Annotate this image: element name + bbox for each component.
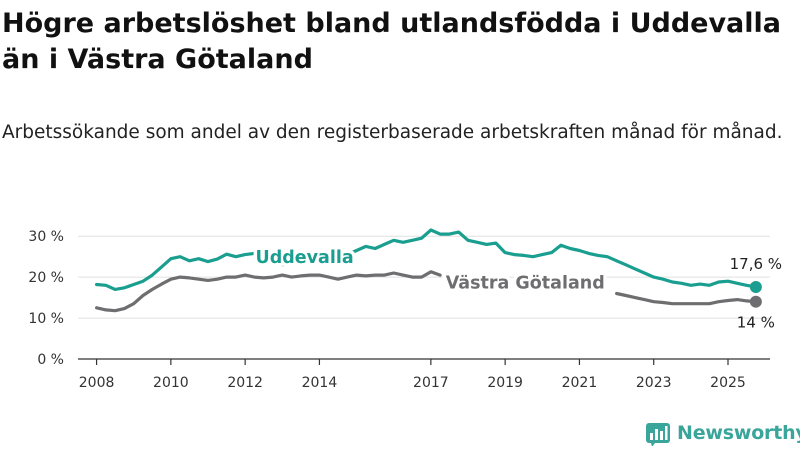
series-end-label: 14 % (737, 314, 775, 332)
x-tick-label: 2025 (710, 375, 746, 391)
x-tick-label: 2019 (487, 375, 523, 391)
series-line (95, 270, 442, 313)
y-tick-label: 20 % (28, 270, 64, 286)
x-tick-label: 2010 (153, 375, 189, 391)
series-end-point (749, 295, 762, 308)
axes: 0 % 10 % 20 % 30 % 2008 2010 2012 2014 2017 2019 2… (28, 229, 770, 391)
y-tick-label: 0 % (37, 352, 64, 368)
series-name-label-halo: Västra Götaland (446, 274, 605, 294)
chart-subtitle: Arbetssökande som andel av den registerb… (2, 122, 783, 143)
series-end-point (749, 280, 762, 293)
x-tick-label: 2014 (302, 375, 338, 391)
newsworthy-logo[interactable]: Newsworthy (645, 418, 800, 448)
x-tick-label: 2008 (79, 375, 115, 391)
series-name-label: Uddevalla (255, 248, 353, 268)
x-tick-label: 2017 (413, 375, 449, 391)
series-line (615, 291, 758, 306)
brand-name: Newsworthy (677, 422, 800, 444)
y-tick-label: 10 % (28, 311, 64, 327)
x-tick-label: 2023 (636, 375, 672, 391)
series-name-label-halo: Uddevalla (255, 248, 353, 268)
x-tick-label: 2021 (562, 375, 598, 391)
chart-title: Högre arbetslöshet bland utlandsfödda i … (2, 8, 782, 75)
y-tick-label: 30 % (28, 229, 64, 245)
series-end-label: 17,6 % (730, 255, 782, 273)
series-name-label: Västra Götaland (446, 274, 605, 294)
newsworthy-icon (646, 423, 670, 446)
x-tick-label: 2012 (227, 375, 263, 391)
series-lines (95, 228, 762, 313)
series-line (95, 228, 758, 291)
